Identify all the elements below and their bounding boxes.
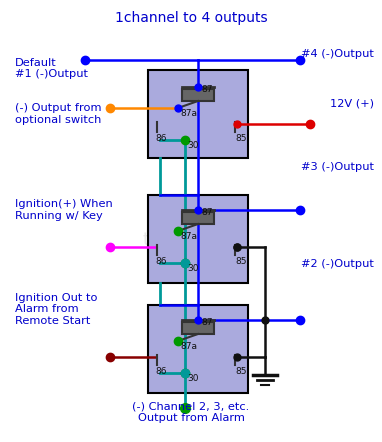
Text: #3 (-)Output: #3 (-)Output xyxy=(301,162,374,172)
Text: (-) Channel 2, 3, etc.
Output from Alarm: (-) Channel 2, 3, etc. Output from Alarm xyxy=(133,401,249,423)
Text: 12V (+): 12V (+) xyxy=(330,99,374,109)
Text: 87a: 87a xyxy=(180,342,197,351)
Text: 85: 85 xyxy=(235,367,246,376)
Text: 87: 87 xyxy=(201,318,212,327)
Text: 86: 86 xyxy=(155,134,167,143)
Text: Ignition(+) When
Running w/ Key: Ignition(+) When Running w/ Key xyxy=(15,199,113,221)
Text: #4 (-)Output: #4 (-)Output xyxy=(301,49,374,59)
Text: the12v.com: the12v.com xyxy=(142,231,240,249)
Text: (-) Output from
optional switch: (-) Output from optional switch xyxy=(15,103,102,125)
Bar xyxy=(182,89,214,101)
Text: 87a: 87a xyxy=(180,109,197,118)
Text: 87: 87 xyxy=(201,85,212,94)
Text: 30: 30 xyxy=(187,141,199,150)
Text: 86: 86 xyxy=(155,367,167,376)
Text: 87: 87 xyxy=(201,208,212,217)
Bar xyxy=(182,212,214,224)
Bar xyxy=(182,322,214,334)
Text: 30: 30 xyxy=(187,374,199,383)
Text: 87a: 87a xyxy=(180,232,197,241)
Bar xyxy=(148,305,248,393)
Text: 30: 30 xyxy=(187,264,199,273)
Text: Default
#1 (-)Output: Default #1 (-)Output xyxy=(15,58,88,79)
Text: 1channel to 4 outputs: 1channel to 4 outputs xyxy=(115,11,267,25)
Text: 85: 85 xyxy=(235,257,246,266)
Text: #2 (-)Output: #2 (-)Output xyxy=(301,259,374,269)
Text: 86: 86 xyxy=(155,257,167,266)
Text: 85: 85 xyxy=(235,134,246,143)
Bar xyxy=(148,195,248,283)
Text: Ignition Out to
Alarm from
Remote Start: Ignition Out to Alarm from Remote Start xyxy=(15,293,98,326)
Bar xyxy=(148,70,248,158)
